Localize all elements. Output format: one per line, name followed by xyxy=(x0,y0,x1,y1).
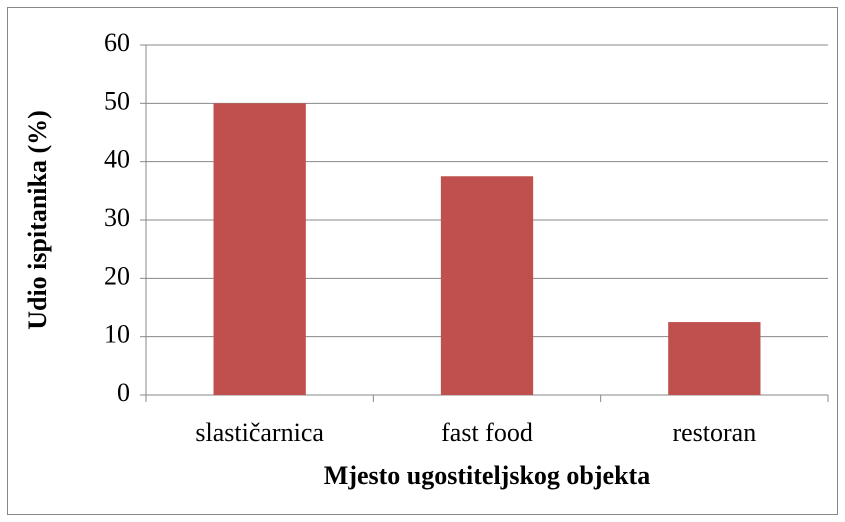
y-tick-label: 50 xyxy=(104,86,130,115)
y-axis-title: Udio ispitanika (%) xyxy=(23,110,52,330)
x-tick-label: fast food xyxy=(441,418,533,447)
y-tick-label: 0 xyxy=(117,378,130,407)
x-axis-title: Mjesto ugostiteljskog objekta xyxy=(324,461,650,490)
x-tick-label: restoran xyxy=(672,418,756,447)
y-tick-label: 60 xyxy=(104,28,130,57)
bar xyxy=(668,322,761,395)
bar xyxy=(213,103,306,395)
y-tick-label: 20 xyxy=(104,261,130,290)
y-tick-label: 40 xyxy=(104,145,130,174)
y-tick-label: 30 xyxy=(104,203,130,232)
y-tick-label: 10 xyxy=(104,320,130,349)
bar xyxy=(440,176,534,395)
x-tick-label: slastičarnica xyxy=(195,418,324,447)
